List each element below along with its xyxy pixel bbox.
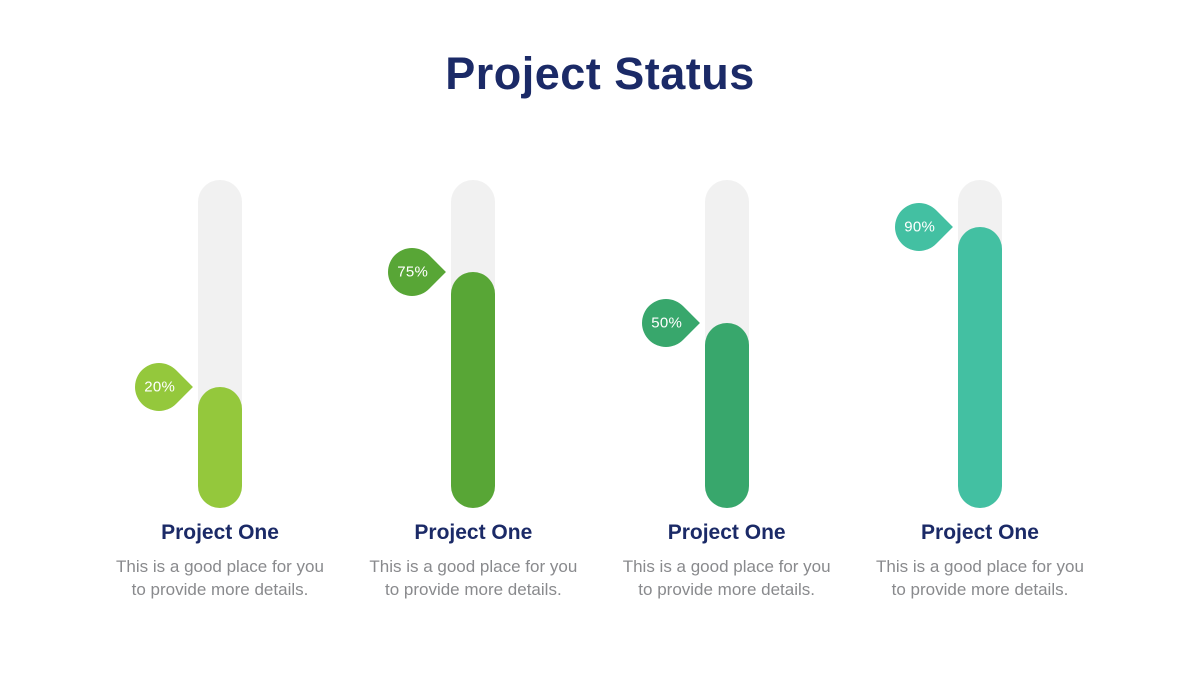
progress-column: 20% Project One This is a good place for… [100,180,340,601]
description-line: This is a good place for you [116,557,324,576]
project-title: Project One [921,521,1039,544]
project-description: This is a good place for you to provide … [105,555,335,601]
progress-column: 50% Project One This is a good place for… [607,180,847,601]
description-line: to provide more details. [384,580,562,599]
percent-label: 20% [143,378,175,396]
description-line: This is a good place for you [622,557,831,576]
percent-badge: 20% [125,353,193,421]
percent-label: 90% [903,218,935,236]
progress-fill [198,387,242,508]
percent-label: 75% [396,263,428,281]
progress-column: 75% Project One This is a good place for… [353,180,593,601]
percent-badge: 50% [631,289,700,357]
project-description: This is a good place for you to provide … [612,555,842,601]
progress-columns: 20% Project One This is a good place for… [100,180,1100,601]
project-title: Project One [667,521,786,544]
progress-fill [704,323,749,508]
progress-column: 90% Project One This is a good place for… [860,180,1100,601]
percent-badge: 75% [378,238,447,306]
project-title: Project One [414,521,533,544]
description-line: to provide more details. [131,580,309,599]
percent-label: 50% [650,314,682,332]
progress-fill [957,227,1002,508]
project-description: This is a good place for you to provide … [865,555,1095,601]
chart-area: 90% [860,180,1100,508]
description-line: to provide more details. [638,580,815,599]
chart-area: 20% [100,180,340,508]
description-line: This is a good place for you [369,557,578,576]
project-description: This is a good place for you to provide … [358,555,588,601]
description-line: to provide more details. [891,580,1069,599]
progress-fill [451,272,496,508]
chart-area: 75% [353,180,593,508]
percent-badge: 90% [885,193,953,261]
page-title: Project Status [445,48,755,99]
chart-area: 50% [607,180,847,508]
description-line: This is a good place for you [876,557,1084,576]
project-title: Project One [161,521,279,544]
